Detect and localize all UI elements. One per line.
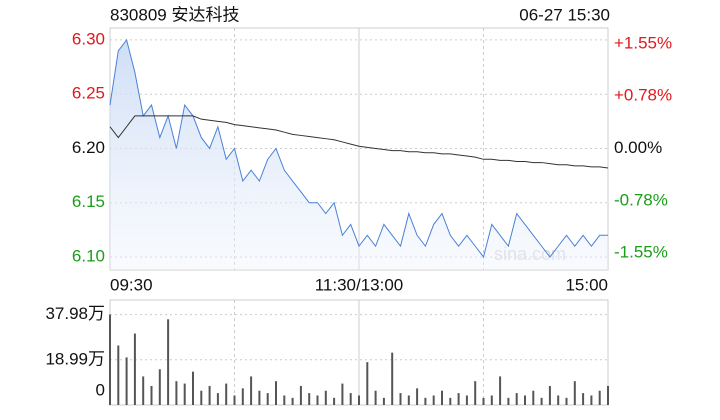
volume-bar: [283, 395, 286, 405]
y-tick-label: 37.98万: [45, 304, 105, 323]
volume-bar: [275, 381, 277, 405]
volume-bar: [557, 395, 560, 405]
volume-bar: [590, 395, 593, 405]
y-tick-label: 6.15: [72, 192, 105, 211]
volume-bar: [358, 395, 360, 405]
volume-bar: [441, 390, 443, 405]
volume-bar: [125, 357, 128, 405]
volume-bar: [150, 385, 153, 405]
y-tick-label: 0: [96, 380, 105, 399]
volume-bar: [449, 397, 452, 405]
volume-bar: [391, 352, 394, 405]
volume-bar: [490, 395, 493, 405]
volume-bar: [548, 385, 551, 405]
volume-bar: [291, 397, 294, 405]
y-tick-label: 18.99万: [45, 349, 105, 368]
y2-tick-label: -0.78%: [614, 190, 668, 209]
volume-bar: [540, 397, 543, 405]
volume-bar: [233, 395, 236, 405]
volume-bar: [241, 388, 244, 405]
volume-bar: [192, 371, 194, 405]
volume-bar: [200, 390, 203, 405]
volume-bar: [216, 393, 219, 405]
volume-bar: [225, 383, 228, 405]
volume-bar: [366, 362, 369, 405]
volume-bar: [133, 333, 136, 405]
volume-bar: [507, 397, 510, 405]
y2-tick-label: +0.78%: [614, 85, 672, 104]
volume-bar: [299, 385, 302, 405]
volume-bar: [515, 393, 518, 405]
volume-bar: [573, 381, 576, 405]
y-tick-label: 6.25: [72, 84, 105, 103]
volume-bar: [158, 369, 161, 405]
volume-bar: [316, 395, 319, 405]
volume-bar: [308, 393, 311, 405]
x-tick-label: 15:00: [565, 275, 608, 294]
volume-bar: [142, 376, 145, 405]
volume-bar: [341, 383, 344, 405]
volume-bar: [582, 393, 585, 405]
y2-tick-label: +1.55%: [614, 34, 672, 53]
y2-tick-label: 0.00%: [614, 138, 662, 157]
y-tick-label: 6.20: [72, 138, 105, 157]
volume-bar: [382, 397, 385, 405]
y2-tick-label: -1.55%: [614, 242, 668, 261]
volume-bar: [175, 381, 178, 405]
volume-bar: [565, 397, 568, 405]
volume-bar: [109, 314, 111, 405]
volume-bar: [474, 381, 477, 405]
timestamp: 06-27 15:30: [519, 5, 610, 24]
volume-bar: [424, 397, 427, 405]
volume-bar: [499, 376, 502, 405]
volume-bar: [432, 395, 435, 405]
volume-bar: [524, 395, 526, 405]
volume-bar: [167, 319, 170, 405]
volume-bar: [374, 390, 377, 405]
average-line: [109, 115, 609, 169]
y-tick-label: 6.30: [72, 29, 105, 48]
volume-bar: [465, 395, 468, 405]
price-area: [110, 39, 608, 270]
volume-bar: [598, 390, 601, 405]
volume-bar: [482, 397, 485, 405]
y-tick-label: 6.10: [72, 246, 105, 265]
x-tick-label: 11:30/13:00: [315, 275, 404, 294]
chart-title: 830809 安达科技: [110, 5, 239, 24]
volume-bar: [250, 376, 253, 405]
volume-bar: [208, 385, 211, 405]
volume-bar: [532, 390, 535, 405]
volume-bar: [117, 345, 120, 405]
volume-bar: [416, 388, 419, 405]
volume-bar: [407, 395, 410, 405]
volume-bar: [457, 393, 460, 405]
volume-bar: [324, 390, 327, 405]
volume-bar: [266, 393, 269, 405]
volume-bar: [349, 393, 352, 405]
volume-bar: [333, 397, 336, 405]
x-tick-label: 09:30: [110, 275, 153, 294]
volume-bar: [399, 393, 402, 405]
volume-bar: [607, 385, 609, 405]
volume-bar: [258, 390, 261, 405]
volume-bar: [183, 383, 186, 405]
